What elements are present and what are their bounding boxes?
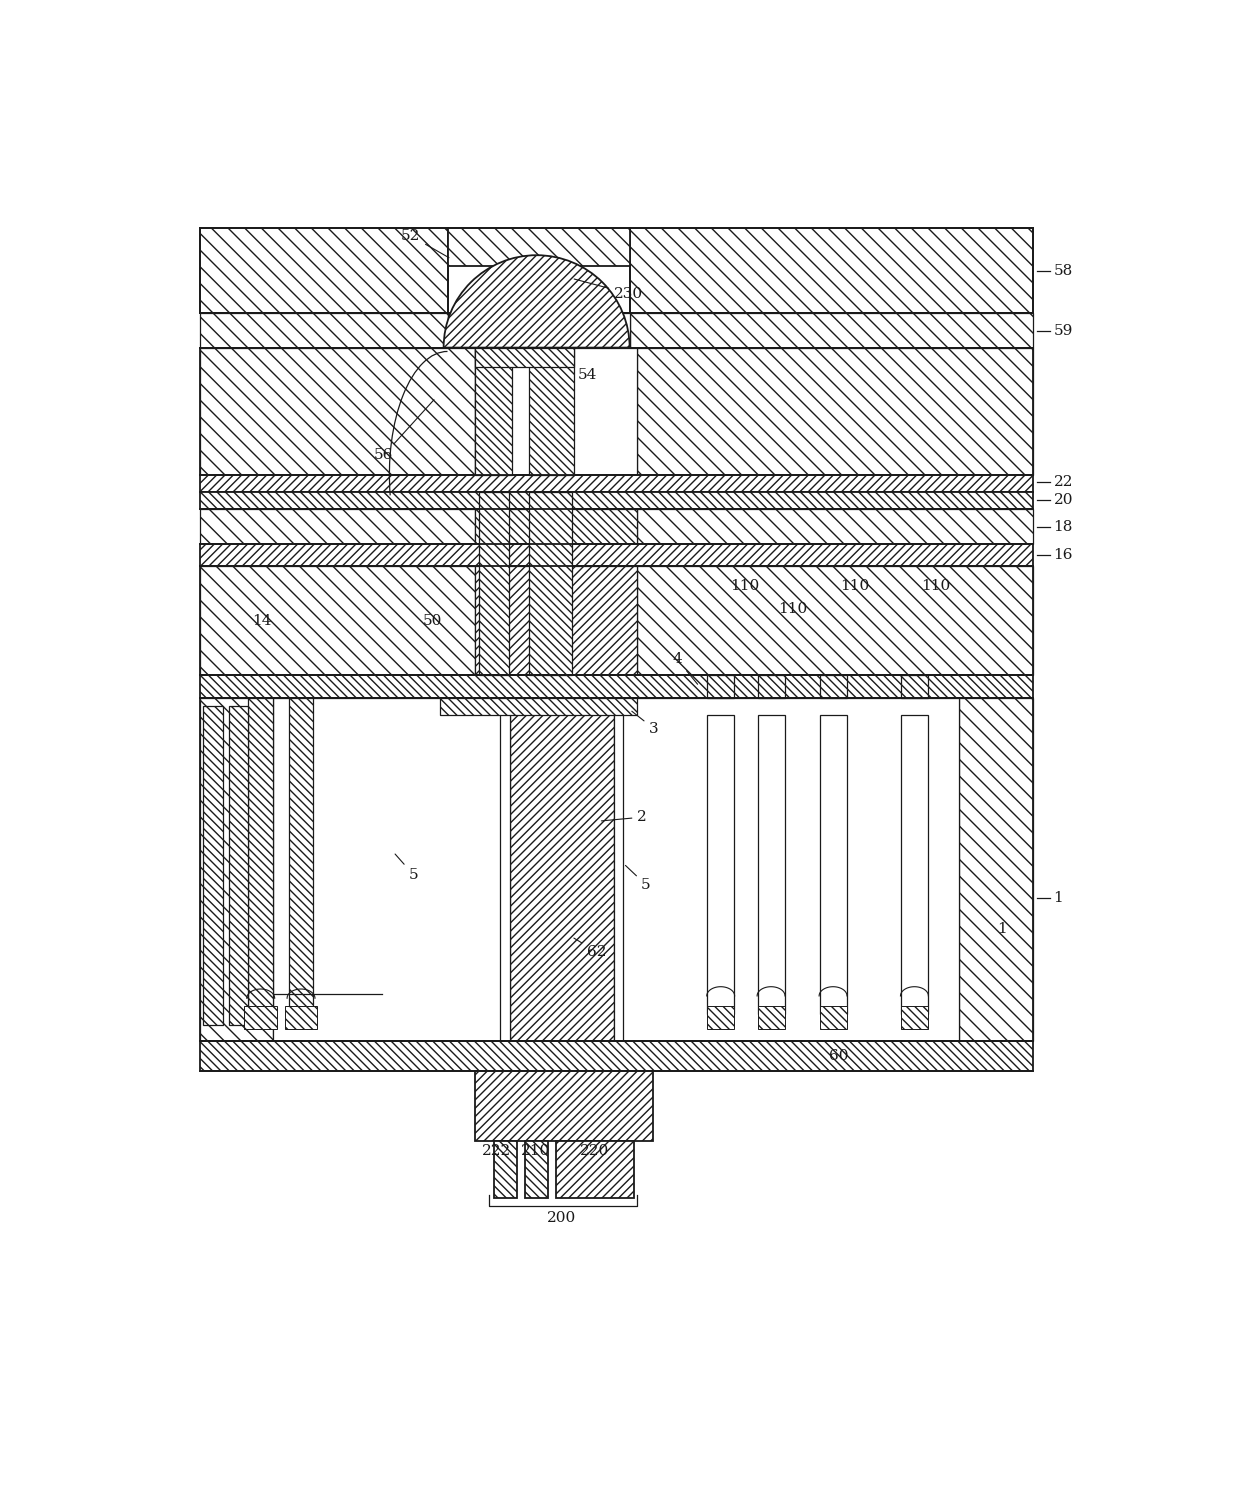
Text: 56: 56 <box>374 399 434 462</box>
Bar <box>758 674 784 698</box>
Bar <box>245 1005 277 1029</box>
Bar <box>474 347 638 475</box>
Text: 20: 20 <box>1053 493 1073 506</box>
Wedge shape <box>443 255 630 347</box>
Bar <box>200 1041 1033 1071</box>
Bar <box>901 674 927 698</box>
Text: 230: 230 <box>575 279 644 300</box>
Text: 5: 5 <box>395 854 418 882</box>
Bar <box>200 509 474 544</box>
Bar <box>820 1005 847 1029</box>
Bar <box>474 347 512 475</box>
Bar <box>200 544 1033 566</box>
Bar <box>501 698 510 1041</box>
Bar <box>820 714 847 1014</box>
Text: 58: 58 <box>1053 264 1073 278</box>
Bar <box>758 1005 784 1029</box>
Bar <box>630 313 1033 347</box>
Bar <box>528 347 574 475</box>
Text: 16: 16 <box>1053 548 1073 561</box>
Bar <box>439 698 638 714</box>
Bar <box>630 229 1033 313</box>
Bar <box>901 1005 927 1029</box>
Bar <box>200 566 474 674</box>
Bar <box>274 698 959 1041</box>
Text: 14: 14 <box>252 613 271 628</box>
Text: 110: 110 <box>729 579 759 594</box>
Bar <box>448 313 630 347</box>
Bar <box>200 347 474 475</box>
Text: 59: 59 <box>1053 324 1073 337</box>
Text: 200: 200 <box>547 1210 576 1225</box>
Text: 1: 1 <box>996 922 1007 936</box>
Bar <box>200 313 448 347</box>
Bar <box>474 566 638 674</box>
Text: 50: 50 <box>423 613 442 628</box>
Bar <box>200 475 1033 492</box>
Bar <box>474 509 638 544</box>
Bar <box>474 1071 653 1140</box>
Bar <box>525 1140 548 1198</box>
Bar <box>494 1140 517 1198</box>
Text: 110: 110 <box>778 603 807 616</box>
Bar <box>556 1140 634 1198</box>
Bar <box>614 698 624 1041</box>
Bar <box>448 229 630 266</box>
Bar <box>203 705 222 1025</box>
Bar <box>474 347 574 367</box>
Text: 22: 22 <box>1053 475 1073 490</box>
Polygon shape <box>494 1041 501 1053</box>
Bar <box>200 229 448 313</box>
Bar <box>707 674 734 698</box>
Bar <box>248 698 274 1014</box>
Text: 210: 210 <box>521 1143 550 1158</box>
Bar <box>707 714 734 1014</box>
Bar <box>901 714 927 1014</box>
Text: 110: 110 <box>921 579 950 594</box>
Bar <box>820 674 847 698</box>
Bar <box>200 698 274 1041</box>
Text: 220: 220 <box>580 1143 610 1158</box>
Text: 54: 54 <box>577 368 596 382</box>
Text: 110: 110 <box>840 579 868 594</box>
Bar <box>200 674 1033 698</box>
Bar <box>638 509 1033 544</box>
Text: 222: 222 <box>482 1143 511 1158</box>
Bar <box>228 705 248 1025</box>
Text: 62: 62 <box>574 939 606 959</box>
Bar <box>758 714 784 1014</box>
Bar <box>707 1005 734 1029</box>
Text: 5: 5 <box>625 866 651 892</box>
Bar <box>200 492 1033 509</box>
Bar <box>528 492 571 674</box>
Bar <box>510 698 614 1041</box>
Bar <box>638 566 1033 674</box>
Bar <box>289 698 314 1014</box>
Text: 1: 1 <box>1053 891 1063 906</box>
Bar <box>959 698 1033 1041</box>
Text: 3: 3 <box>631 711 659 735</box>
Bar <box>638 347 1033 475</box>
Text: 2: 2 <box>601 811 648 824</box>
Text: 4: 4 <box>673 652 698 685</box>
Bar <box>285 1005 318 1029</box>
Text: 60: 60 <box>830 1048 848 1063</box>
Bar <box>478 492 510 674</box>
Text: 52: 52 <box>402 229 449 258</box>
Text: 18: 18 <box>1053 520 1073 535</box>
